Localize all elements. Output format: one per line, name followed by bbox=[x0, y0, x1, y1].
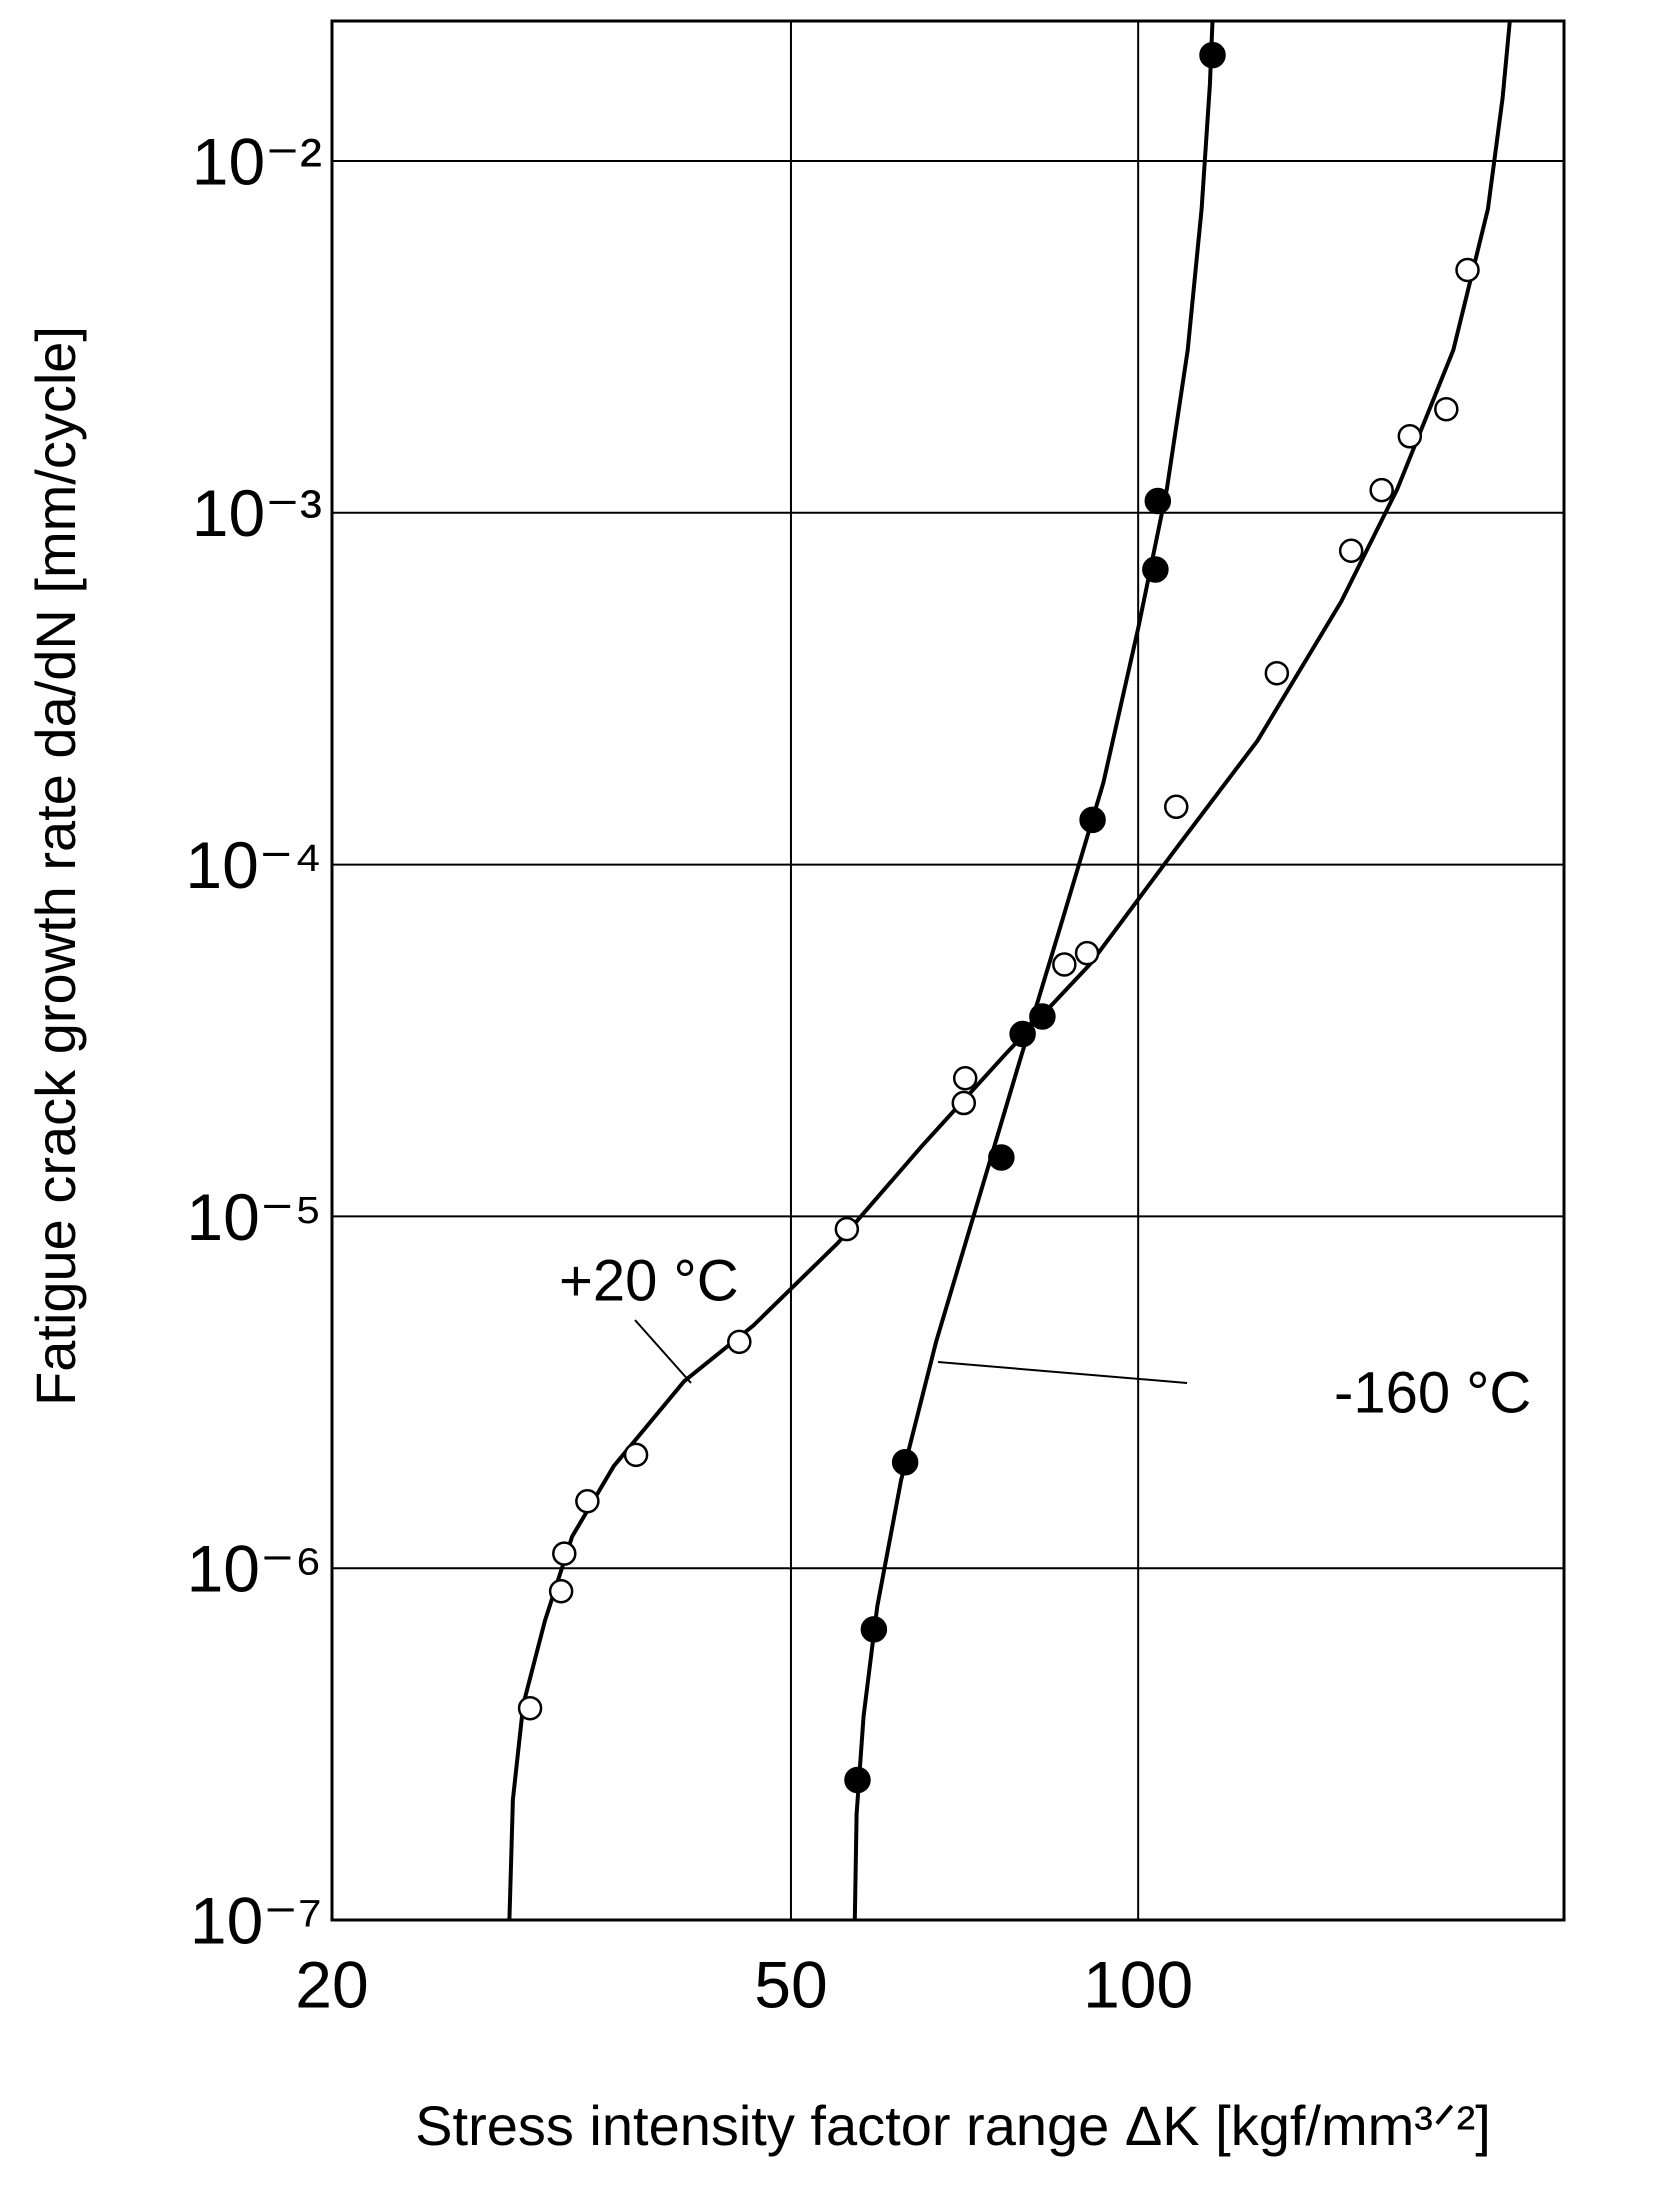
data-point bbox=[1009, 1020, 1036, 1048]
data-point bbox=[548, 1578, 574, 1604]
data-point bbox=[1163, 794, 1189, 820]
data-point bbox=[1052, 952, 1077, 977]
data-point bbox=[834, 1216, 860, 1242]
y-axis-label: Fatigue crack growth rate da/dN [mm/cycl… bbox=[24, 326, 87, 1406]
fit-curve bbox=[852, 20, 1215, 1921]
y-tick-label: 10⁻² bbox=[192, 124, 322, 198]
series-label: +20 °C bbox=[559, 1248, 739, 1313]
data-point bbox=[1369, 477, 1394, 503]
data-point bbox=[951, 1090, 977, 1116]
y-tick-label: 10⁻⁷ bbox=[190, 1883, 322, 1957]
data-point bbox=[517, 1695, 543, 1721]
x-axis-label: Stress intensity factor range ΔK [kgf/mm… bbox=[415, 2094, 1491, 2157]
data-point bbox=[623, 1442, 649, 1468]
y-tick-label: 10⁻³ bbox=[192, 476, 322, 550]
y-tick-label: 10⁻⁵ bbox=[186, 1180, 322, 1254]
data-point bbox=[552, 1541, 577, 1566]
data-point bbox=[1338, 538, 1364, 564]
x-tick-label: 100 bbox=[1083, 1947, 1193, 2021]
data-point bbox=[1455, 257, 1480, 283]
data-point bbox=[1074, 940, 1100, 966]
data-point bbox=[891, 1449, 919, 1476]
annotation-leader bbox=[937, 1361, 1188, 1384]
data-point bbox=[1434, 396, 1459, 422]
series-label: -160 °C bbox=[1334, 1360, 1531, 1425]
data-point bbox=[1142, 556, 1169, 583]
data-point bbox=[1144, 487, 1172, 515]
data-point bbox=[1079, 806, 1106, 834]
data-point bbox=[988, 1144, 1015, 1171]
annotation-leader bbox=[634, 1319, 692, 1384]
data-point bbox=[860, 1616, 888, 1643]
data-point bbox=[727, 1329, 752, 1355]
data-point bbox=[1397, 424, 1423, 449]
y-tick-label: 10⁻⁶ bbox=[187, 1532, 322, 1606]
x-tick-label: 50 bbox=[754, 1947, 827, 2021]
x-tick-label: 20 bbox=[295, 1947, 368, 2021]
data-point bbox=[1029, 1003, 1056, 1030]
y-tick-label: 10⁻⁴ bbox=[185, 828, 322, 902]
data-point bbox=[575, 1488, 600, 1514]
data-point bbox=[1199, 41, 1226, 69]
data-point bbox=[1264, 660, 1290, 686]
data-point bbox=[844, 1766, 871, 1794]
plot-frame bbox=[330, 19, 1566, 1922]
fit-curve bbox=[507, 20, 1512, 1921]
data-point bbox=[952, 1065, 978, 1091]
